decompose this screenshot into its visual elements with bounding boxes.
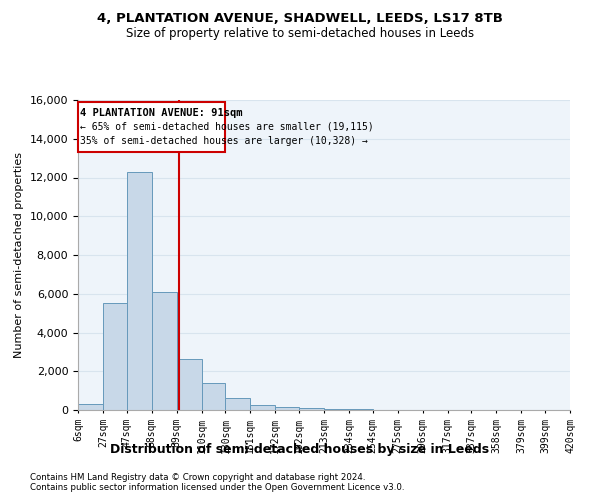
Text: 35% of semi-detached houses are larger (10,328) →: 35% of semi-detached houses are larger (…	[80, 136, 368, 146]
Bar	[299, 408, 324, 410]
Y-axis label: Number of semi-detached properties: Number of semi-detached properties	[14, 152, 24, 358]
Bar	[176, 358, 202, 410]
Text: Size of property relative to semi-detached houses in Leeds: Size of property relative to semi-detach…	[126, 28, 474, 40]
Bar	[78, 404, 103, 410]
Text: 4 PLANTATION AVENUE: 91sqm: 4 PLANTATION AVENUE: 91sqm	[80, 108, 243, 118]
Text: 4, PLANTATION AVENUE, SHADWELL, LEEDS, LS17 8TB: 4, PLANTATION AVENUE, SHADWELL, LEEDS, L…	[97, 12, 503, 26]
Text: Distribution of semi-detached houses by size in Leeds: Distribution of semi-detached houses by …	[110, 442, 490, 456]
Text: Contains HM Land Registry data © Crown copyright and database right 2024.: Contains HM Land Registry data © Crown c…	[30, 472, 365, 482]
Bar	[275, 407, 299, 410]
Bar	[152, 292, 176, 410]
Bar	[202, 383, 226, 410]
Text: Contains public sector information licensed under the Open Government Licence v3: Contains public sector information licen…	[30, 484, 404, 492]
Bar	[226, 398, 250, 410]
Bar	[127, 172, 152, 410]
Text: ← 65% of semi-detached houses are smaller (19,115): ← 65% of semi-detached houses are smalle…	[80, 122, 374, 132]
Bar	[250, 404, 275, 410]
Bar	[103, 304, 127, 410]
FancyBboxPatch shape	[78, 102, 226, 152]
Bar	[324, 409, 349, 410]
Bar	[349, 409, 373, 410]
